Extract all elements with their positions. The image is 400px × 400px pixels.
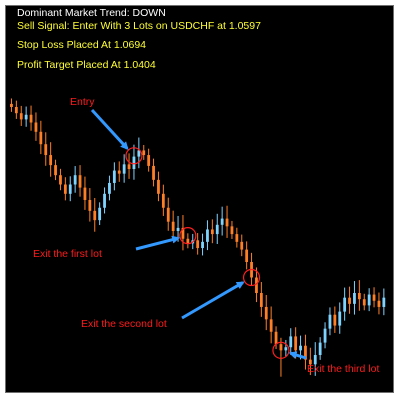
- candle-up: [284, 347, 288, 351]
- candle-down: [230, 226, 234, 235]
- candle-down: [127, 164, 131, 169]
- candle-down: [152, 165, 155, 180]
- candle-down: [245, 249, 249, 262]
- market-trend-label: Dominant Market Trend: DOWN: [17, 7, 166, 19]
- candle-up: [220, 218, 224, 225]
- candle-up: [206, 229, 209, 242]
- candle-down: [19, 113, 23, 120]
- candle-up: [328, 314, 332, 329]
- candle-down: [14, 107, 18, 114]
- candle-down: [157, 179, 160, 194]
- candle-down: [362, 299, 366, 306]
- exit-third-lot-label: Exit the third lot: [307, 363, 380, 375]
- marker-arrow-exit-second: [181, 281, 245, 320]
- candle-down: [279, 344, 283, 351]
- candle-down: [29, 114, 33, 123]
- candle-down: [264, 306, 268, 320]
- candle-down: [34, 122, 38, 132]
- candle-up: [313, 355, 317, 365]
- candle-up: [367, 294, 371, 306]
- candle-down: [225, 218, 229, 227]
- candle-up: [299, 345, 302, 351]
- marker-circle-entry: [125, 147, 143, 165]
- candle-down: [186, 238, 190, 244]
- marker-circle-exit-first: [179, 227, 197, 245]
- candle-down: [377, 300, 381, 307]
- candle-down: [147, 155, 151, 166]
- candle-up: [68, 184, 72, 194]
- candle-down: [372, 294, 376, 301]
- candle-up: [289, 336, 293, 348]
- candle-up: [103, 193, 106, 208]
- candle-down: [259, 293, 263, 307]
- candle-up: [132, 156, 136, 169]
- candle-down: [210, 229, 214, 235]
- candle-up: [176, 227, 180, 231]
- candle-down: [88, 200, 92, 211]
- candle-up: [215, 224, 219, 235]
- candle-down: [93, 210, 97, 221]
- candle-down: [39, 131, 43, 145]
- candle-down: [348, 297, 351, 304]
- candle-down: [269, 319, 273, 332]
- candle-down: [357, 293, 361, 300]
- marker-arrow-exit-third: [288, 351, 307, 360]
- marker-circle-exit-third: [272, 341, 290, 359]
- candle-down: [54, 165, 57, 176]
- candle-up: [338, 311, 342, 326]
- marker-arrow-entry: [90, 108, 129, 150]
- candle-down: [49, 155, 53, 166]
- candle-up: [98, 207, 102, 221]
- profit-target-label: Profit Target Placed At 1.0404: [17, 59, 156, 71]
- candle-down: [10, 103, 13, 107]
- candle-up: [112, 170, 116, 183]
- sell-signal-label: Sell Signal: Enter With 3 Lots on USDCHF…: [17, 20, 261, 32]
- candle-down: [44, 144, 48, 156]
- candle-down: [304, 345, 307, 360]
- candle-up: [323, 328, 327, 343]
- candle-up: [201, 241, 204, 249]
- candle-down: [308, 359, 312, 365]
- candle-down: [255, 277, 258, 293]
- candle-down: [274, 331, 278, 345]
- candle-up: [318, 342, 322, 355]
- candle-down: [181, 227, 185, 239]
- exit-second-lot-label: Exit the second lot: [81, 318, 167, 330]
- chart-frame: Dominant Market Trend: DOWN Sell Signal:…: [5, 5, 394, 393]
- candle-down: [59, 175, 62, 185]
- candle-down: [161, 193, 165, 208]
- candle-up: [24, 114, 28, 120]
- candle-down: [142, 150, 146, 156]
- candles-group: [10, 98, 386, 377]
- candle-up: [73, 175, 77, 185]
- candle-up: [137, 150, 141, 157]
- candle-down: [240, 241, 244, 250]
- candle-down: [294, 336, 298, 351]
- candle-up: [343, 297, 347, 312]
- candlestick-chart: [10, 98, 386, 377]
- candle-down: [333, 314, 337, 326]
- candle-down: [196, 240, 200, 249]
- candle-down: [117, 170, 121, 174]
- candle-up: [353, 293, 356, 304]
- stop-loss-label: Stop Loss Placed At 1.0694: [17, 39, 147, 51]
- candle-up: [122, 164, 126, 174]
- exit-first-lot-label: Exit the first lot: [33, 248, 102, 260]
- candle-down: [63, 184, 67, 194]
- candle-up: [108, 182, 111, 194]
- candle-down: [166, 207, 170, 222]
- candle-down: [171, 221, 175, 231]
- candle-down: [78, 175, 82, 188]
- marker-circle-exit-second: [242, 268, 261, 287]
- candle-up: [382, 297, 386, 307]
- candle-down: [83, 187, 87, 200]
- candle-down: [235, 234, 239, 242]
- marker-arrow-exit-first: [135, 235, 181, 251]
- markers-group: [90, 108, 307, 360]
- entry-label: Entry: [70, 96, 95, 108]
